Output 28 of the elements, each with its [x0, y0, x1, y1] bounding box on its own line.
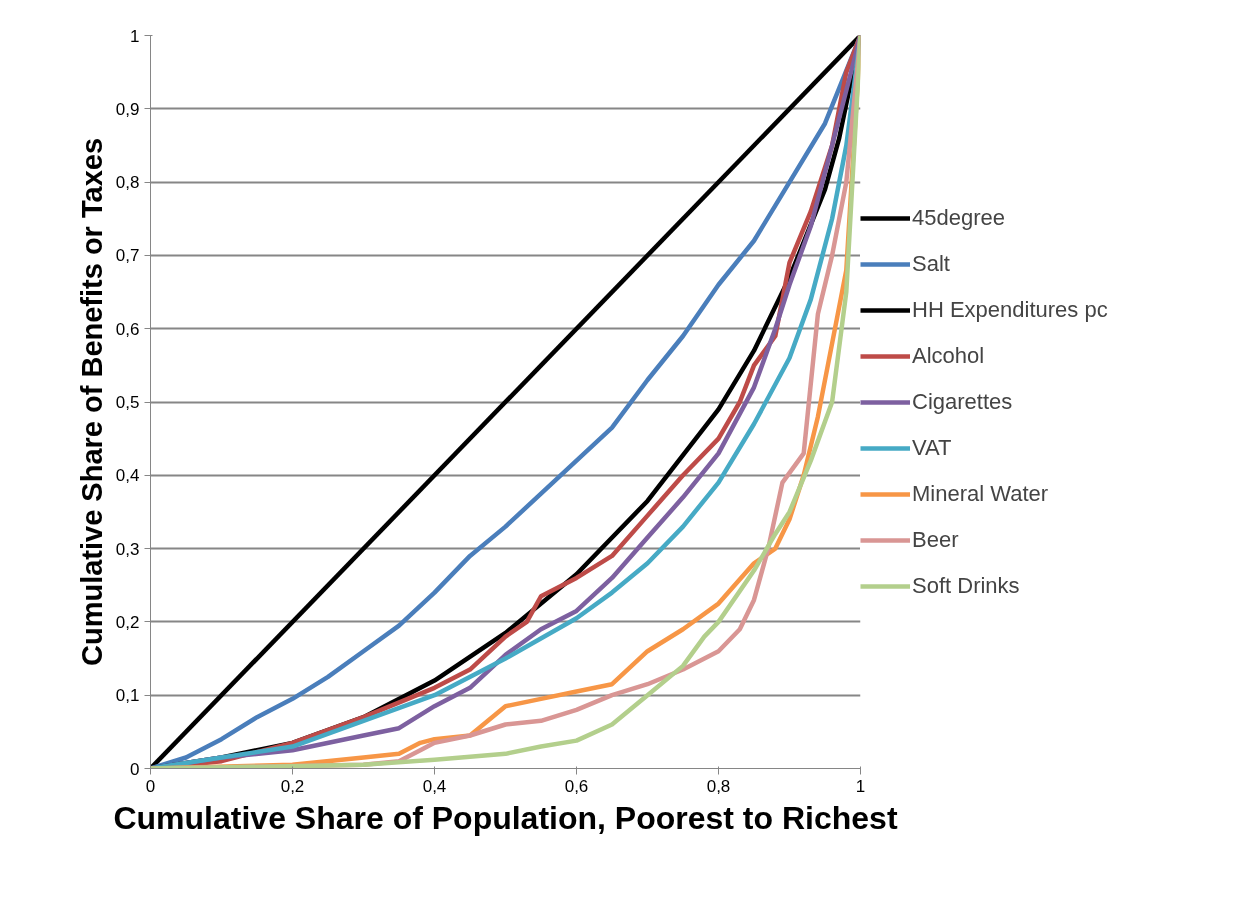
x-tick-label: 0 — [145, 776, 156, 796]
y-tick-label: 0,3 — [115, 539, 140, 559]
x-tick-label: 0,2 — [280, 776, 305, 796]
y-tick-label: 0 — [130, 759, 140, 779]
x-tick-label: 0,6 — [564, 776, 589, 796]
legend-label: Salt — [912, 250, 950, 277]
legend-label: Beer — [912, 526, 959, 553]
y-axis-title: Cumulative Share of Benefits or Taxes — [75, 137, 108, 667]
y-tick-label: 0,2 — [115, 612, 140, 632]
x-tick-label: 0,8 — [706, 776, 731, 796]
y-tick-label: 0,7 — [115, 246, 140, 266]
legend-label: 45degree — [912, 204, 1005, 231]
x-tick-label: 0,4 — [422, 776, 447, 796]
legend-label: VAT — [912, 434, 952, 461]
y-tick-label: 0,8 — [115, 173, 140, 193]
legend-label: Soft Drinks — [912, 572, 1020, 599]
legend-label: Alcohol — [912, 342, 985, 369]
y-tick-label: 0,6 — [115, 319, 140, 339]
x-axis-title: Cumulative Share of Population, Poorest to Richest — [113, 799, 898, 836]
y-tick-label: 0,5 — [115, 393, 140, 412]
y-tick-label: 0,4 — [115, 466, 140, 486]
x-tick-label: 1 — [855, 776, 866, 796]
y-tick-label: 0,1 — [115, 686, 140, 706]
y-tick-label: 1 — [130, 26, 140, 46]
legend-label: HH Expenditures pc — [912, 296, 1108, 323]
legend-label: Cigarettes — [912, 388, 1013, 415]
legend-label: Mineral Water — [912, 480, 1049, 507]
y-tick-label: 0,9 — [115, 99, 140, 119]
